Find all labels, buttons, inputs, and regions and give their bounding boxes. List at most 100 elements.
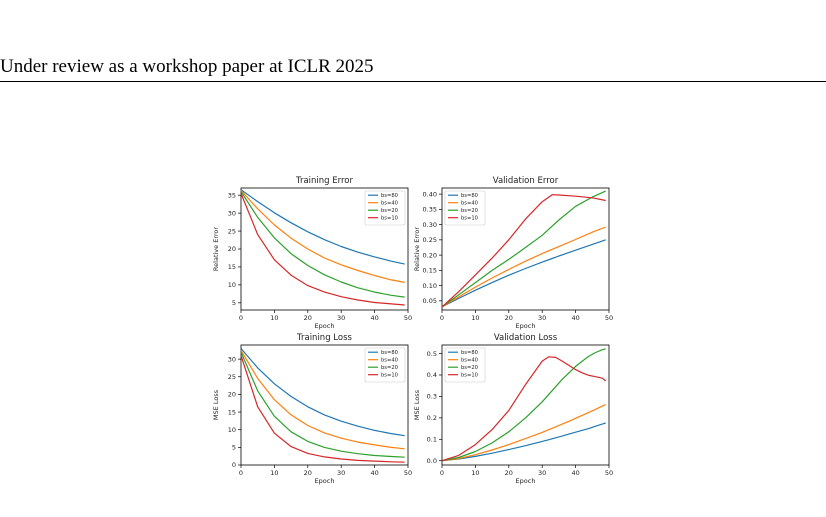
- y-tick-label: 30: [228, 209, 236, 217]
- y-axis-label: Relative Error: [413, 227, 421, 271]
- y-tick-label: 25: [228, 373, 236, 381]
- legend-entry: bs=40: [461, 358, 478, 364]
- series-line-bs=80: [441, 422, 606, 462]
- x-tick-label: 0: [239, 314, 243, 322]
- chart-0: Training Error 0 10 20 30 40 50 5 10 15 20 25 30 35 Ep…: [212, 176, 412, 330]
- y-tick-label: 0.20: [423, 251, 437, 259]
- y-axis-label: MSE Loss: [413, 389, 421, 420]
- x-tick-label: 30: [538, 469, 546, 477]
- y-tick-label: 0.5: [427, 350, 437, 358]
- legend-entry: bs=20: [461, 365, 478, 371]
- x-tick-label: 20: [304, 469, 312, 477]
- x-tick-label: 50: [605, 469, 613, 477]
- x-axis-label: Epoch: [516, 322, 536, 330]
- x-tick-label: 30: [337, 469, 345, 477]
- y-tick-label: 10: [228, 426, 236, 434]
- x-tick-label: 50: [404, 469, 412, 477]
- y-tick-label: 0.0: [427, 457, 437, 465]
- series-line-bs=80: [240, 348, 405, 437]
- y-tick-label: 0.2: [427, 414, 437, 422]
- series-line-bs=20: [240, 351, 405, 458]
- header-rule: [0, 81, 826, 82]
- x-tick-label: 40: [370, 469, 378, 477]
- legend-entry: bs=80: [381, 193, 398, 199]
- legend-entry: bs=20: [381, 208, 398, 214]
- series-line-bs=20: [240, 191, 405, 298]
- y-tick-label: 0: [232, 461, 236, 469]
- series-line-bs=40: [240, 349, 405, 450]
- x-tick-label: 10: [270, 314, 278, 322]
- x-tick-label: 20: [505, 314, 513, 322]
- legend-entry: bs=10: [461, 216, 478, 222]
- y-tick-label: 25: [228, 227, 236, 235]
- legend-entry: bs=10: [381, 216, 398, 222]
- y-tick-label: 0.3: [427, 393, 437, 401]
- legend-entry: bs=80: [461, 193, 478, 199]
- x-tick-label: 20: [505, 469, 513, 477]
- x-tick-label: 10: [270, 469, 278, 477]
- legend-entry: bs=20: [461, 208, 478, 214]
- y-tick-label: 15: [228, 263, 236, 271]
- y-tick-label: 0.30: [423, 221, 437, 229]
- x-tick-label: 0: [440, 314, 444, 322]
- legend-entry: bs=40: [381, 358, 398, 364]
- y-tick-label: 0.35: [423, 206, 437, 214]
- y-tick-label: 0.10: [423, 282, 437, 290]
- legend-box: [444, 190, 486, 226]
- legend-entry: bs=40: [461, 201, 478, 207]
- x-axis-label: Epoch: [315, 322, 335, 330]
- y-tick-label: 35: [228, 191, 236, 199]
- series-line-bs=10: [240, 355, 405, 463]
- y-tick-label: 0.40: [423, 190, 437, 198]
- x-tick-label: 50: [605, 314, 613, 322]
- series-line-bs=10: [441, 194, 606, 308]
- y-tick-label: 15: [228, 408, 236, 416]
- y-tick-label: 30: [228, 355, 236, 363]
- y-tick-label: 10: [228, 281, 236, 289]
- x-tick-label: 40: [370, 314, 378, 322]
- x-tick-label: 40: [571, 469, 579, 477]
- chart-1: Validation Error 0 10 20 30 40 50 0.05 0.10 0.15 0…: [413, 176, 613, 330]
- chart-3: Validation Loss 0 10 20 30 40 50 0.0 0.1 0.2 0.3 0.…: [413, 333, 613, 485]
- legend-entry: bs=80: [381, 350, 398, 356]
- series-line-bs=10: [441, 356, 607, 462]
- page-header: Under review as a workshop paper at ICLR…: [0, 56, 374, 77]
- legend-entry: bs=10: [461, 373, 478, 379]
- y-tick-label: 0.4: [427, 371, 437, 379]
- legend-entry: bs=10: [381, 373, 398, 379]
- x-tick-label: 10: [471, 314, 479, 322]
- series-line-bs=20: [441, 348, 606, 462]
- plot-frame: [441, 344, 610, 466]
- y-tick-label: 5: [232, 444, 236, 452]
- series-line-bs=40: [240, 190, 405, 283]
- y-tick-label: 0.1: [427, 435, 437, 443]
- x-tick-label: 10: [471, 469, 479, 477]
- legend-box: [444, 347, 486, 383]
- chart-title: Validation Loss: [494, 333, 558, 343]
- series-line-bs=40: [441, 404, 606, 462]
- x-tick-label: 30: [538, 314, 546, 322]
- y-tick-label: 0.05: [423, 297, 437, 305]
- y-axis-label: MSE Loss: [212, 389, 220, 420]
- plot-frame: [441, 187, 610, 311]
- legend-box: [364, 347, 406, 383]
- legend-box: [364, 190, 406, 226]
- y-tick-label: 20: [228, 391, 236, 399]
- y-tick-label: 0.15: [423, 267, 437, 275]
- x-tick-label: 20: [304, 314, 312, 322]
- x-tick-label: 0: [440, 469, 444, 477]
- series-line-bs=40: [441, 226, 606, 308]
- plot-frame: [240, 344, 409, 466]
- chart-title: Validation Error: [493, 176, 559, 186]
- x-axis-label: Epoch: [516, 477, 536, 485]
- y-tick-label: 20: [228, 245, 236, 253]
- y-axis-label: Relative Error: [212, 227, 220, 271]
- series-line-bs=80: [441, 239, 606, 308]
- y-tick-label: 5: [232, 299, 236, 307]
- x-axis-label: Epoch: [315, 477, 335, 485]
- legend-entry: bs=80: [461, 350, 478, 356]
- x-tick-label: 0: [239, 469, 243, 477]
